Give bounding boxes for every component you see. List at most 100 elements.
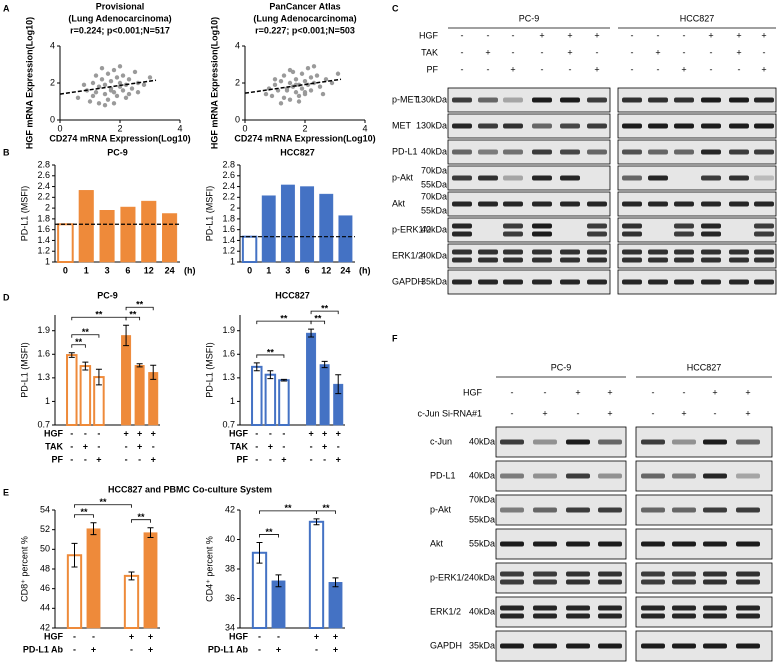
data-point	[287, 67, 293, 73]
blot-band	[598, 613, 622, 619]
blot-band	[503, 175, 523, 181]
data-point	[272, 77, 278, 82]
condition-value: +	[736, 30, 741, 40]
y-axis-label: PD-L1 (MSFI)	[19, 342, 29, 398]
data-point	[147, 75, 153, 80]
blot-band	[533, 507, 557, 513]
y-tick-label: 36	[225, 593, 235, 603]
condition-label: TAK	[45, 441, 63, 451]
group-label: HCC827	[687, 362, 722, 372]
condition-value: +	[712, 387, 717, 397]
y-tick-label: 2.2	[222, 192, 235, 202]
blot-band	[566, 579, 590, 585]
blot-band	[703, 473, 727, 479]
panel-label: B	[3, 147, 10, 157]
blot-band	[674, 223, 694, 229]
bar	[300, 186, 315, 263]
blot-band	[641, 541, 665, 547]
condition-value: -	[255, 454, 258, 464]
blot-band	[674, 149, 694, 155]
condition-value: +	[708, 30, 713, 40]
y-tick-label: 2.2	[37, 192, 50, 202]
bar	[251, 551, 268, 630]
data-point	[81, 82, 87, 88]
condition-label: TAK	[230, 441, 248, 451]
significance-bracket	[71, 334, 100, 338]
blot-band	[674, 97, 694, 103]
condition-label: HGF	[44, 428, 64, 438]
significance-label: **	[99, 497, 107, 507]
condition-value: +	[137, 428, 142, 438]
blot-band	[736, 541, 760, 547]
blot-band	[672, 579, 696, 585]
condition-value: +	[314, 631, 319, 641]
condition-value: -	[631, 47, 634, 57]
blot-panel	[617, 269, 777, 295]
blot-band	[503, 279, 523, 285]
data-point	[299, 71, 305, 76]
blot-band	[532, 231, 552, 237]
data-point	[302, 78, 308, 84]
blot-band	[587, 149, 607, 155]
blot-band	[587, 201, 607, 207]
blot-band	[641, 605, 665, 611]
blot-panel	[617, 165, 777, 191]
blot-band	[503, 97, 523, 103]
blot-band	[500, 507, 524, 513]
x-axis-label: (h)	[359, 265, 371, 275]
condition-value: -	[511, 408, 514, 418]
x-tick-label: 0	[57, 123, 62, 133]
blot-band	[503, 223, 523, 229]
y-tick-label: 1.6	[222, 349, 235, 359]
significance-label: **	[129, 310, 137, 320]
data-point	[281, 95, 287, 101]
condition-value: -	[461, 64, 464, 74]
condition-label: TAK	[421, 47, 438, 57]
data-point	[272, 82, 278, 88]
significance-label: **	[82, 327, 90, 337]
blot-band	[587, 223, 607, 229]
condition-value: -	[125, 441, 128, 451]
blot-band	[736, 507, 760, 513]
blot-band	[736, 613, 760, 619]
condition-value: -	[512, 30, 515, 40]
blot-band	[672, 439, 696, 445]
condition-value: -	[461, 30, 464, 40]
bar	[338, 215, 353, 263]
marker-label: 55kDa	[469, 514, 495, 524]
blot-band	[598, 643, 622, 649]
blot-panel	[447, 217, 611, 243]
blot-band	[648, 201, 668, 207]
blot-band	[641, 473, 665, 479]
error-bar	[308, 328, 315, 338]
marker-label: 70kDa	[469, 494, 495, 504]
y-tick-label: 1.3	[37, 372, 50, 382]
error-bar	[275, 574, 282, 588]
bar	[86, 528, 101, 629]
blot-band	[701, 279, 721, 285]
panel-label: F	[392, 333, 398, 343]
blot-panel	[495, 596, 627, 628]
error-bar	[150, 364, 157, 380]
blot-band	[452, 97, 472, 103]
error-bar	[123, 324, 130, 347]
blot-band	[754, 175, 774, 181]
condition-value: -	[138, 454, 141, 464]
chart-subtitle: (Lung Adenocarcinoma)	[253, 13, 356, 23]
condition-value: -	[683, 47, 686, 57]
blot-band	[641, 439, 665, 445]
blot-band	[587, 279, 607, 285]
group-label: PC-9	[551, 362, 572, 372]
data-point	[99, 77, 105, 82]
bar	[328, 582, 343, 629]
data-point	[135, 90, 141, 95]
blot-band	[532, 97, 552, 103]
data-point	[293, 77, 299, 82]
x-axis-label: CD274 mRNA Expression(Log10)	[49, 133, 190, 143]
significance-bracket	[256, 354, 285, 358]
y-tick-label: 1.9	[37, 325, 50, 335]
blot-band	[532, 201, 552, 207]
blot-band	[701, 223, 721, 229]
condition-value: +	[322, 441, 327, 451]
blot-band	[533, 541, 557, 547]
